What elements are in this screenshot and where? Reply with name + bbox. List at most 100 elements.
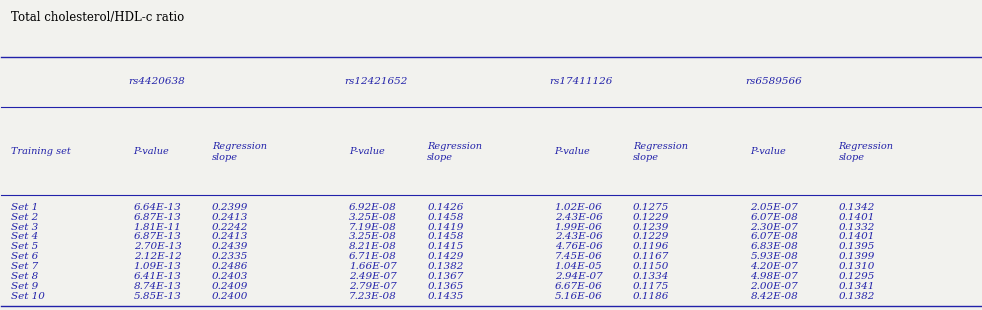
Text: 6.83E-08: 6.83E-08 xyxy=(750,242,798,251)
Text: 0.1395: 0.1395 xyxy=(839,242,875,251)
Text: 6.41E-13: 6.41E-13 xyxy=(134,272,182,281)
Text: 1.81E-11: 1.81E-11 xyxy=(134,223,182,232)
Text: 7.19E-08: 7.19E-08 xyxy=(349,223,397,232)
Text: P-value: P-value xyxy=(555,148,590,157)
Text: 0.2413: 0.2413 xyxy=(212,232,248,241)
Text: 0.1458: 0.1458 xyxy=(427,213,464,222)
Text: 7.23E-08: 7.23E-08 xyxy=(349,292,397,301)
Text: 4.76E-06: 4.76E-06 xyxy=(555,242,602,251)
Text: 2.49E-07: 2.49E-07 xyxy=(349,272,397,281)
Text: P-value: P-value xyxy=(349,148,385,157)
Text: Regression
slope: Regression slope xyxy=(427,142,482,162)
Text: 1.04E-05: 1.04E-05 xyxy=(555,262,602,271)
Text: Regression
slope: Regression slope xyxy=(212,142,267,162)
Text: 0.2242: 0.2242 xyxy=(212,223,248,232)
Text: 1.09E-13: 1.09E-13 xyxy=(134,262,182,271)
Text: 0.1401: 0.1401 xyxy=(839,213,875,222)
Text: 3.25E-08: 3.25E-08 xyxy=(349,232,397,241)
Text: 4.98E-07: 4.98E-07 xyxy=(750,272,798,281)
Text: 0.2409: 0.2409 xyxy=(212,282,248,291)
Text: 0.2400: 0.2400 xyxy=(212,292,248,301)
Text: 2.43E-06: 2.43E-06 xyxy=(555,213,602,222)
Text: 0.1150: 0.1150 xyxy=(633,262,670,271)
Text: 0.1458: 0.1458 xyxy=(427,232,464,241)
Text: 0.1167: 0.1167 xyxy=(633,252,670,261)
Text: 6.67E-06: 6.67E-06 xyxy=(555,282,602,291)
Text: 2.30E-07: 2.30E-07 xyxy=(750,223,798,232)
Text: 0.1415: 0.1415 xyxy=(427,242,464,251)
Text: 2.12E-12: 2.12E-12 xyxy=(134,252,182,261)
Text: rs17411126: rs17411126 xyxy=(550,77,613,86)
Text: 6.71E-08: 6.71E-08 xyxy=(349,252,397,261)
Text: 0.1365: 0.1365 xyxy=(427,282,464,291)
Text: 0.1435: 0.1435 xyxy=(427,292,464,301)
Text: 3.25E-08: 3.25E-08 xyxy=(349,213,397,222)
Text: Regression
slope: Regression slope xyxy=(633,142,688,162)
Text: rs4420638: rs4420638 xyxy=(129,77,186,86)
Text: 0.1401: 0.1401 xyxy=(839,232,875,241)
Text: 2.00E-07: 2.00E-07 xyxy=(750,282,798,291)
Text: 1.66E-07: 1.66E-07 xyxy=(349,262,397,271)
Text: Set 6: Set 6 xyxy=(11,252,38,261)
Text: 0.2335: 0.2335 xyxy=(212,252,248,261)
Text: 7.45E-06: 7.45E-06 xyxy=(555,252,602,261)
Text: 0.1367: 0.1367 xyxy=(427,272,464,281)
Text: Regression
slope: Regression slope xyxy=(839,142,894,162)
Text: 6.92E-08: 6.92E-08 xyxy=(349,203,397,212)
Text: 2.79E-07: 2.79E-07 xyxy=(349,282,397,291)
Text: Training set: Training set xyxy=(11,148,71,157)
Text: 0.1175: 0.1175 xyxy=(633,282,670,291)
Text: 0.1229: 0.1229 xyxy=(633,232,670,241)
Text: 0.1332: 0.1332 xyxy=(839,223,875,232)
Text: 6.87E-13: 6.87E-13 xyxy=(134,232,182,241)
Text: 0.2413: 0.2413 xyxy=(212,213,248,222)
Text: Set 9: Set 9 xyxy=(11,282,38,291)
Text: 0.1275: 0.1275 xyxy=(633,203,670,212)
Text: 8.21E-08: 8.21E-08 xyxy=(349,242,397,251)
Text: 2.70E-13: 2.70E-13 xyxy=(134,242,182,251)
Text: rs6589566: rs6589566 xyxy=(745,77,802,86)
Text: 2.94E-07: 2.94E-07 xyxy=(555,272,602,281)
Text: 0.1382: 0.1382 xyxy=(427,262,464,271)
Text: 0.1295: 0.1295 xyxy=(839,272,875,281)
Text: 1.02E-06: 1.02E-06 xyxy=(555,203,602,212)
Text: 4.20E-07: 4.20E-07 xyxy=(750,262,798,271)
Text: P-value: P-value xyxy=(134,148,169,157)
Text: 6.87E-13: 6.87E-13 xyxy=(134,213,182,222)
Text: Total cholesterol/HDL-c ratio: Total cholesterol/HDL-c ratio xyxy=(11,11,185,24)
Text: 0.2403: 0.2403 xyxy=(212,272,248,281)
Text: rs12421652: rs12421652 xyxy=(344,77,408,86)
Text: 6.07E-08: 6.07E-08 xyxy=(750,232,798,241)
Text: 0.1429: 0.1429 xyxy=(427,252,464,261)
Text: 0.1382: 0.1382 xyxy=(839,292,875,301)
Text: 5.93E-08: 5.93E-08 xyxy=(750,252,798,261)
Text: Set 2: Set 2 xyxy=(11,213,38,222)
Text: 0.1419: 0.1419 xyxy=(427,223,464,232)
Text: Set 7: Set 7 xyxy=(11,262,38,271)
Text: 0.2399: 0.2399 xyxy=(212,203,248,212)
Text: 0.1229: 0.1229 xyxy=(633,213,670,222)
Text: 6.07E-08: 6.07E-08 xyxy=(750,213,798,222)
Text: 2.43E-06: 2.43E-06 xyxy=(555,232,602,241)
Text: 0.1334: 0.1334 xyxy=(633,272,670,281)
Text: 2.05E-07: 2.05E-07 xyxy=(750,203,798,212)
Text: 5.16E-06: 5.16E-06 xyxy=(555,292,602,301)
Text: Set 8: Set 8 xyxy=(11,272,38,281)
Text: 8.42E-08: 8.42E-08 xyxy=(750,292,798,301)
Text: P-value: P-value xyxy=(750,148,787,157)
Text: 0.1239: 0.1239 xyxy=(633,223,670,232)
Text: 0.1342: 0.1342 xyxy=(839,203,875,212)
Text: Set 4: Set 4 xyxy=(11,232,38,241)
Text: Set 3: Set 3 xyxy=(11,223,38,232)
Text: Set 5: Set 5 xyxy=(11,242,38,251)
Text: 0.1341: 0.1341 xyxy=(839,282,875,291)
Text: 1.99E-06: 1.99E-06 xyxy=(555,223,602,232)
Text: 8.74E-13: 8.74E-13 xyxy=(134,282,182,291)
Text: 0.2439: 0.2439 xyxy=(212,242,248,251)
Text: 6.64E-13: 6.64E-13 xyxy=(134,203,182,212)
Text: 0.1426: 0.1426 xyxy=(427,203,464,212)
Text: Set 10: Set 10 xyxy=(11,292,45,301)
Text: 0.1186: 0.1186 xyxy=(633,292,670,301)
Text: 0.2486: 0.2486 xyxy=(212,262,248,271)
Text: Set 1: Set 1 xyxy=(11,203,38,212)
